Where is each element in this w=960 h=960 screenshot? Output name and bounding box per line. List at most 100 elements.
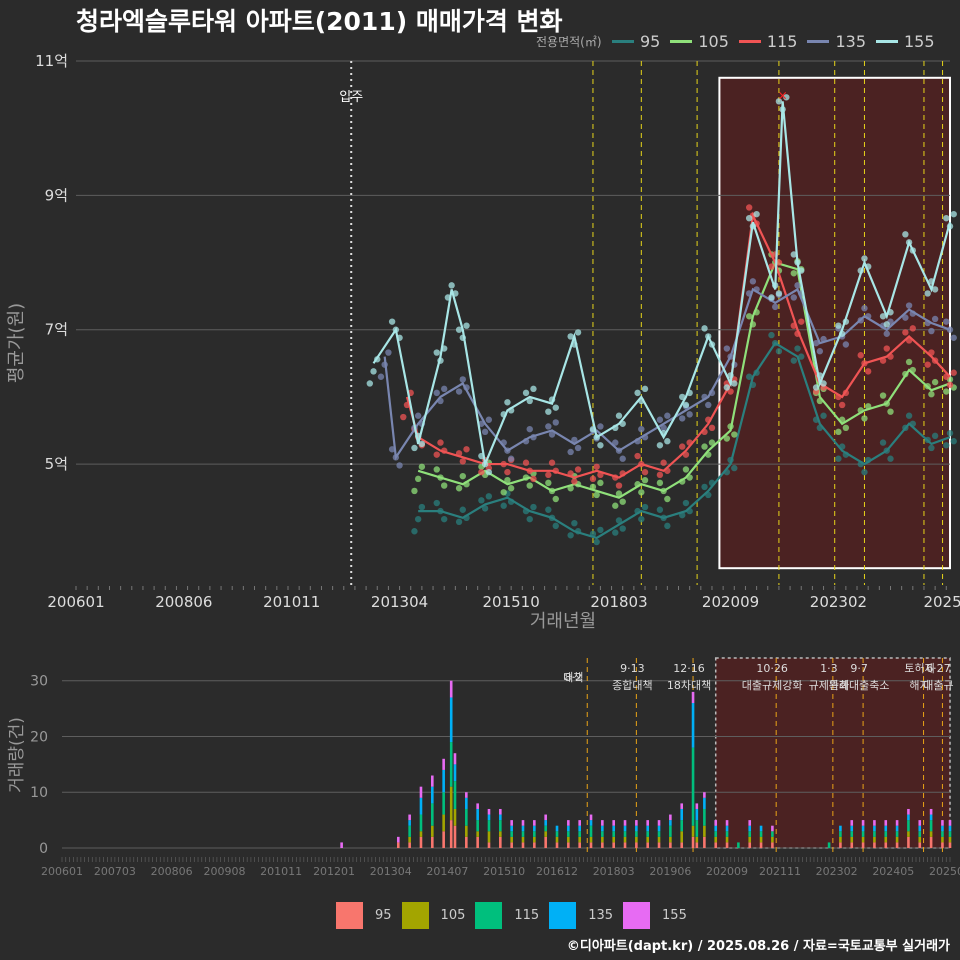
price-point <box>548 431 556 438</box>
price-point <box>794 282 801 289</box>
volume-bar-115 <box>941 831 944 837</box>
volume-bar-115 <box>453 781 457 809</box>
price-point <box>478 468 485 476</box>
price-point <box>574 466 582 473</box>
legend-label: 115 <box>766 31 798 51</box>
volume-bar-155 <box>521 820 525 826</box>
price-point <box>400 413 407 421</box>
price-point <box>864 368 872 375</box>
volume-bar-95 <box>476 836 479 848</box>
price-point <box>731 464 738 472</box>
volume-bar-115 <box>646 831 650 837</box>
volume-bar-95 <box>465 836 468 848</box>
y-tick-label: 11억 <box>35 52 68 70</box>
volume-plot: 0 10 20 30 200601 200703 200806 200908 201011 201… <box>7 657 960 878</box>
volume-bar-135 <box>646 825 650 832</box>
volume-bar-155 <box>340 842 343 848</box>
volume-bar-155 <box>589 814 593 821</box>
volume-bar-115 <box>827 842 831 848</box>
price-point <box>504 468 511 476</box>
price-line <box>405 211 951 479</box>
price-point <box>612 529 619 536</box>
price-point <box>545 423 552 430</box>
price-point <box>526 425 533 433</box>
volume-x-tick-label: 200703 <box>94 865 136 878</box>
volume-bar-105 <box>657 836 661 843</box>
volume-legend-label: 135 <box>588 907 614 923</box>
price-line <box>417 261 951 499</box>
price-point <box>812 339 820 347</box>
volume-bar-115 <box>419 814 423 832</box>
volume-bar-105 <box>589 836 593 843</box>
price-point <box>522 459 530 466</box>
price-point <box>664 438 671 445</box>
volume-bar-95 <box>442 831 445 848</box>
policy-label: 18차대책 <box>667 679 711 692</box>
price-point <box>589 475 597 483</box>
price-point <box>660 459 667 466</box>
volume-bar-155 <box>714 820 718 826</box>
volume-bar-135 <box>555 825 559 832</box>
volume-bar-135 <box>657 825 661 832</box>
volume-x-tick-label: 202405 <box>872 865 914 878</box>
volume-bar-155 <box>895 820 899 826</box>
legend-title: 전용면적(㎡) <box>536 35 602 49</box>
volume-bar-105 <box>442 814 445 832</box>
legend-label: 105 <box>698 31 729 51</box>
volume-bar-135 <box>499 814 502 821</box>
price-point <box>574 329 582 336</box>
volume-bar-135 <box>623 825 627 832</box>
volume-bar-95 <box>948 842 952 848</box>
price-point <box>481 428 489 436</box>
price-point <box>619 498 626 505</box>
volume-legend-item-95: 95 <box>336 901 392 929</box>
volume-bar-95 <box>510 842 513 848</box>
price-point <box>950 438 957 445</box>
price-point <box>931 378 939 386</box>
price-point <box>455 518 463 526</box>
volume-x-tick-label: 200806 <box>151 865 193 878</box>
price-point <box>682 466 690 473</box>
volume-bar-95 <box>578 842 581 848</box>
volume-bar-115 <box>499 820 502 832</box>
volume-bar-135 <box>941 825 944 832</box>
volume-bar-105 <box>453 808 457 826</box>
price-point <box>775 290 783 297</box>
x-tick-label: 201803 <box>590 593 647 611</box>
volume-bar-105 <box>499 831 502 837</box>
volume-bar-135 <box>839 825 842 832</box>
series-155 <box>366 94 957 476</box>
volume-bar-105 <box>691 825 695 837</box>
price-point <box>835 322 842 329</box>
legend-item-155: 155 <box>876 32 935 51</box>
price-point <box>883 321 890 328</box>
price-point <box>638 515 645 523</box>
volume-bar-135 <box>695 808 699 821</box>
price-point <box>946 381 954 389</box>
volume-bar-135 <box>487 814 491 821</box>
volume-bar-115 <box>612 831 615 837</box>
volume-bar-105 <box>850 836 854 843</box>
volume-legend-item-135: 135 <box>549 901 614 929</box>
volume-bar-95 <box>623 842 627 848</box>
volume-bar-155 <box>567 820 570 826</box>
price-point <box>943 388 950 395</box>
price-point <box>943 215 950 222</box>
volume-bar-155 <box>453 753 457 765</box>
price-point <box>708 439 716 446</box>
volume-bar-105 <box>635 836 638 843</box>
volume-bar-155 <box>695 803 699 809</box>
volume-x-tick-label: 201612 <box>536 865 578 878</box>
price-point <box>783 94 790 101</box>
price-point <box>857 352 864 359</box>
price-point <box>619 455 626 462</box>
price-point <box>459 472 466 480</box>
price-point <box>593 491 600 499</box>
price-point <box>433 389 440 397</box>
volume-bar-95 <box>419 836 423 848</box>
price-point <box>448 282 455 289</box>
source-credit: ©디아파트(dapt.kr) / 2025.08.26 / 자료=국토교통부 실… <box>566 939 950 954</box>
price-point <box>745 313 753 320</box>
price-point <box>660 424 667 431</box>
price-point <box>552 419 559 426</box>
